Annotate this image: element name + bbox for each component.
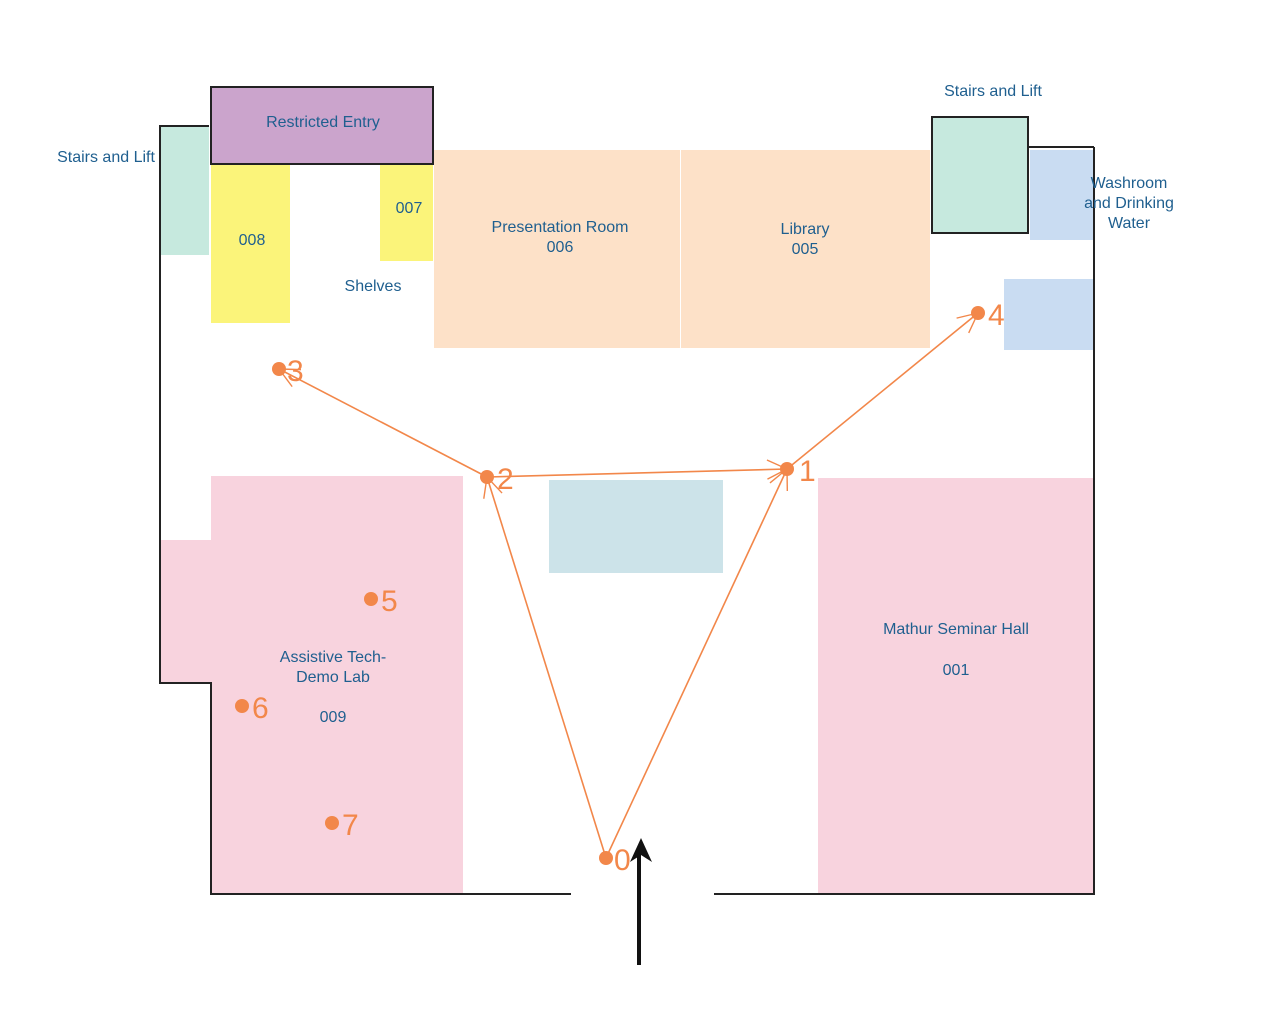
node-1-label: 1: [799, 455, 816, 488]
route-lines: [278, 312, 979, 859]
washroom-label-2: and Drinking: [1084, 195, 1174, 212]
shelf-008[interactable]: [211, 165, 290, 323]
node-7-dot[interactable]: [325, 816, 339, 830]
shelves-label: Shelves: [345, 278, 402, 295]
route-0-to-1: [605, 468, 788, 859]
presentation-room-label: Presentation Room: [492, 219, 629, 236]
assistive-lab-label-2: Demo Lab: [296, 669, 370, 686]
node-0-dot[interactable]: [599, 851, 613, 865]
stairs-lift-left-label: Stairs and Lift: [57, 149, 155, 166]
route-nodes: 0 1 2 3 4 5 6 7: [235, 299, 1005, 877]
stairs-lift-right-label: Stairs and Lift: [944, 83, 1042, 100]
assistive-lab-label-1: Assistive Tech-: [280, 649, 386, 666]
mathur-hall-number: 001: [943, 662, 970, 679]
washroom-label-1: Washroom: [1091, 175, 1168, 192]
washroom-block-top[interactable]: [1030, 150, 1094, 240]
node-2-label: 2: [497, 463, 514, 496]
restricted-entry-room[interactable]: [210, 86, 434, 165]
library-005[interactable]: [681, 150, 930, 348]
route-2-to-1: [486, 468, 788, 478]
room-008-label: 008: [239, 232, 266, 249]
route-1-to-4: [786, 312, 979, 470]
entrance-arrowhead: [630, 838, 652, 862]
mathur-seminar-hall-001[interactable]: [818, 478, 1094, 894]
library-label: Library: [781, 221, 830, 238]
node-3-label: 3: [287, 355, 304, 388]
room-007-label: 007: [396, 200, 423, 217]
stairs-lift-left[interactable]: [160, 127, 209, 255]
mathur-hall-label: Mathur Seminar Hall: [883, 621, 1029, 638]
library-number: 005: [792, 241, 819, 258]
node-3-dot[interactable]: [272, 362, 286, 376]
route-2-to-3: [278, 368, 488, 478]
presentation-room-number: 006: [547, 239, 574, 256]
stairs-lift-right[interactable]: [931, 116, 1029, 234]
node-6-label: 6: [252, 692, 269, 725]
right-wall: [714, 147, 1095, 895]
node-0-label: 0: [614, 844, 631, 877]
assistive-lab-number: 009: [320, 709, 347, 726]
node-2-dot[interactable]: [480, 470, 494, 484]
node-5-label: 5: [381, 585, 398, 618]
node-1-dot[interactable]: [780, 462, 794, 476]
node-5-dot[interactable]: [364, 592, 378, 606]
node-7-label: 7: [342, 809, 359, 842]
route-0-to-2: [486, 476, 607, 859]
node-6-dot[interactable]: [235, 699, 249, 713]
restricted-entry-label: Restricted Entry: [266, 114, 380, 131]
shelf-007[interactable]: [380, 165, 433, 261]
node-4-dot[interactable]: [971, 306, 985, 320]
washroom-block-bottom[interactable]: [1004, 279, 1094, 350]
presentation-room-006[interactable]: [434, 150, 680, 348]
center-block: [549, 480, 723, 573]
washroom-label-3: Water: [1108, 215, 1151, 232]
left-wall: [159, 125, 571, 895]
node-4-label: 4: [988, 299, 1005, 332]
assistive-tech-lab-009[interactable]: [160, 476, 463, 894]
